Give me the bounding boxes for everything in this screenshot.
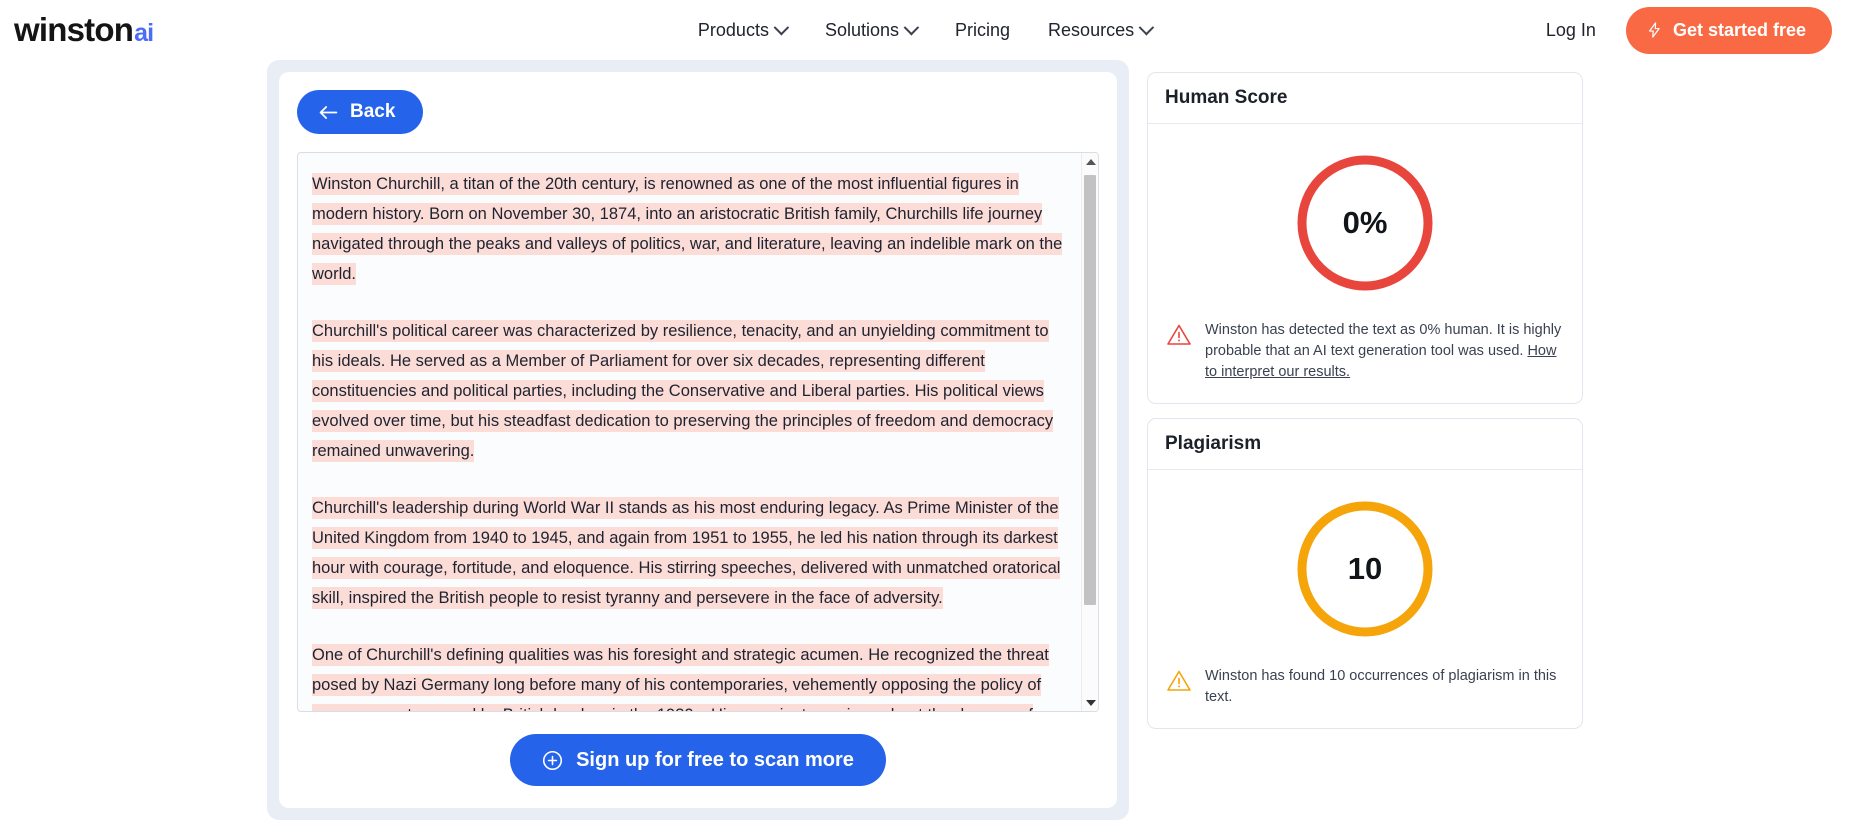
analyzed-text-scroll: Winston Churchill, a titan of the 20th c… xyxy=(298,153,1081,711)
logo-text: winston xyxy=(14,11,134,48)
plagiarism-card: Plagiarism 10 Winston has f xyxy=(1147,418,1583,729)
plagiarism-title: Plagiarism xyxy=(1148,419,1582,470)
paragraph: Churchill's political career was charact… xyxy=(312,316,1067,466)
get-started-button[interactable]: Get started free xyxy=(1625,6,1832,54)
plagiarism-note-text: Winston has found 10 occurrences of plag… xyxy=(1205,668,1557,705)
warning-triangle-icon xyxy=(1167,324,1191,345)
signup-label: Sign up for free to scan more xyxy=(576,748,854,771)
paragraph: Churchill's leadership during World War … xyxy=(312,493,1067,613)
bolt-icon xyxy=(1648,22,1660,38)
nav-item-resources[interactable]: Resources xyxy=(1048,19,1155,41)
nav-item-products[interactable]: Products xyxy=(697,19,790,41)
human-score-note-text-wrap: Winston has detected the text as 0% huma… xyxy=(1205,320,1564,383)
plagiarism-note: Winston has found 10 occurrences of plag… xyxy=(1148,666,1582,728)
paragraph: Winston Churchill, a titan of the 20th c… xyxy=(312,169,1067,289)
plus-circle-icon xyxy=(543,750,563,770)
analyzed-text-box[interactable]: Winston Churchill, a titan of the 20th c… xyxy=(297,152,1099,712)
results-column: Human Score 0% xyxy=(1147,60,1583,729)
warning-triangle-icon xyxy=(1167,670,1191,691)
interpret-results-link[interactable]: How to interpret our results. xyxy=(1205,343,1557,380)
plagiarism-value: 10 xyxy=(1347,551,1383,586)
chevron-down-icon xyxy=(773,19,790,35)
login-link[interactable]: Log In xyxy=(1545,19,1596,40)
paragraph: One of Churchill's defining qualities wa… xyxy=(312,640,1067,711)
human-score-card: Human Score 0% xyxy=(1147,72,1583,404)
text-scrollbar[interactable] xyxy=(1081,153,1098,711)
triangle-down-icon xyxy=(1085,699,1096,706)
gauge-ring xyxy=(1297,155,1433,291)
highlighted-text: Churchill's political career was charact… xyxy=(312,320,1054,462)
nav-label: Resources xyxy=(1048,19,1135,40)
nav-label: Solutions xyxy=(824,19,900,40)
content-shell: Back Winston Churchill, a titan of the 2… xyxy=(267,60,1583,820)
signup-row: Sign up for free to scan more xyxy=(297,734,1099,786)
plagiarism-gauge: 10 xyxy=(1294,498,1436,640)
nav-item-pricing[interactable]: Pricing xyxy=(955,20,1010,41)
human-score-gauge-wrap: 0% xyxy=(1148,124,1582,320)
site-header: winston ai Products Solutions Pricing Res… xyxy=(0,0,1850,60)
arrow-left-icon xyxy=(319,105,338,119)
human-score-note-text: Winston has detected the text as 0% huma… xyxy=(1205,322,1562,359)
logo[interactable]: winston ai xyxy=(14,11,154,49)
back-label: Back xyxy=(350,101,396,122)
nav-item-solutions[interactable]: Solutions xyxy=(824,19,920,41)
human-score-gauge: 0% xyxy=(1294,152,1436,294)
highlighted-text: One of Churchill's defining qualities wa… xyxy=(312,644,1049,711)
get-started-label: Get started free xyxy=(1672,19,1806,40)
nav-label: Pricing xyxy=(955,19,1011,40)
chevron-down-icon xyxy=(1138,19,1155,35)
scrollbar-thumb[interactable] xyxy=(1084,175,1096,605)
page-body: Back Winston Churchill, a titan of the 2… xyxy=(0,60,1850,820)
gauge-ring xyxy=(1297,501,1433,637)
scroll-up-arrow[interactable] xyxy=(1082,153,1098,170)
plagiarism-gauge-wrap: 10 xyxy=(1148,470,1582,666)
signup-scan-more-button[interactable]: Sign up for free to scan more xyxy=(510,734,886,786)
triangle-up-icon xyxy=(1085,158,1096,165)
logo-suffix: ai xyxy=(134,19,154,47)
highlighted-text: Churchill's leadership during World War … xyxy=(312,497,1061,609)
scan-panel: Back Winston Churchill, a titan of the 2… xyxy=(267,60,1129,820)
human-score-title: Human Score xyxy=(1148,73,1582,124)
human-score-value: 0% xyxy=(1342,205,1388,240)
back-button[interactable]: Back xyxy=(297,90,424,134)
nav-label: Products xyxy=(697,19,769,40)
chevron-down-icon xyxy=(903,19,920,35)
human-score-note: Winston has detected the text as 0% huma… xyxy=(1148,320,1582,403)
highlighted-text: Winston Churchill, a titan of the 20th c… xyxy=(312,173,1063,285)
scan-card: Back Winston Churchill, a titan of the 2… xyxy=(279,72,1117,808)
scroll-down-arrow[interactable] xyxy=(1082,694,1098,711)
header-actions: Log In Get started free xyxy=(1545,6,1832,54)
main-nav: Products Solutions Pricing Resources xyxy=(697,19,1155,41)
